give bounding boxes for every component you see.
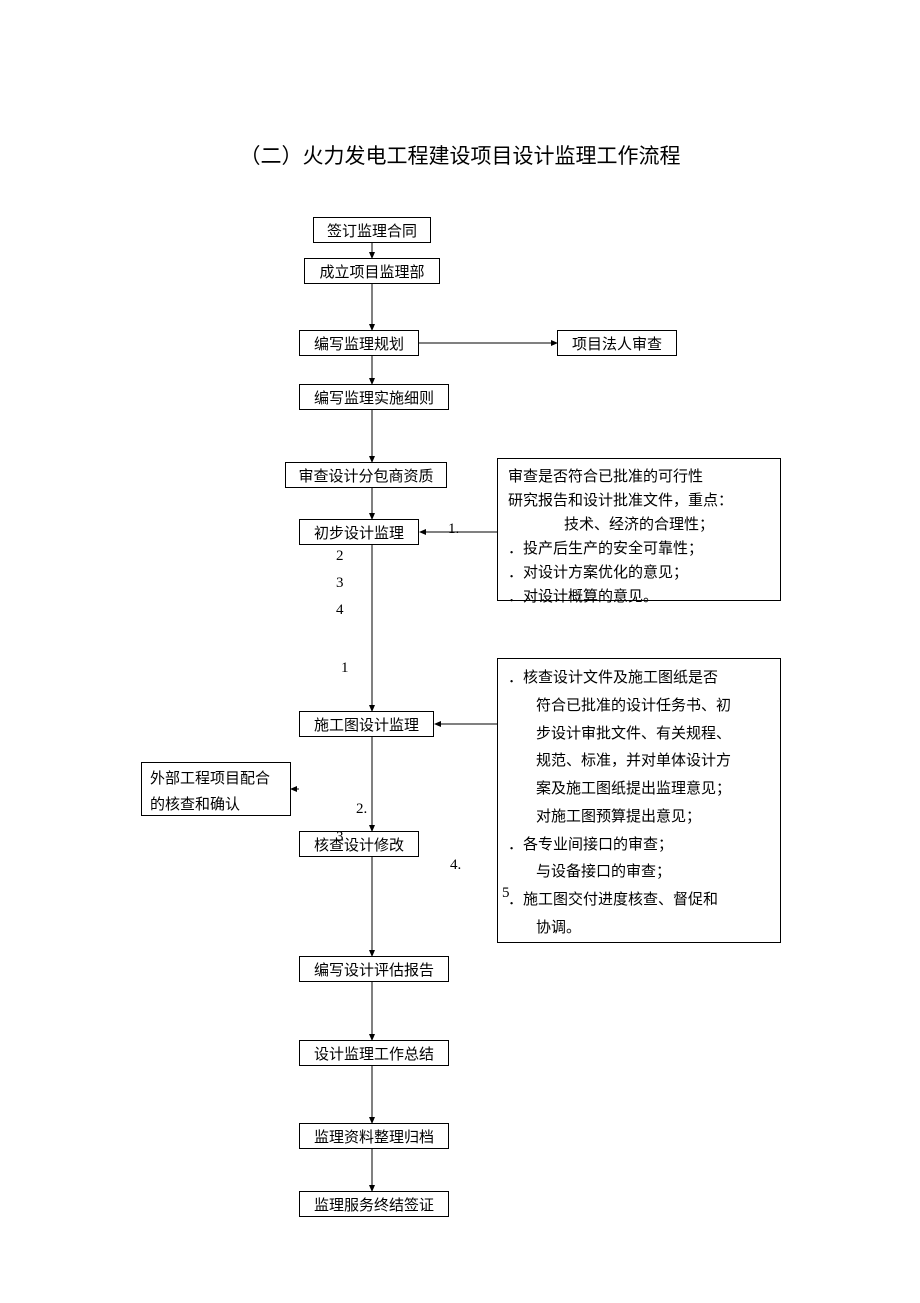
annotation-box-1: 审查是否符合已批准的可行性研究报告和设计批准文件，重点：技术、经济的合理性；．投…	[497, 458, 781, 601]
node-archive: 监理资料整理归档	[299, 1123, 449, 1149]
node-sign-contract: 签订监理合同	[313, 217, 431, 243]
annotation-box-2: ．核查设计文件及施工图纸是否符合已批准的设计任务书、初步设计审批文件、有关规程、…	[497, 658, 781, 943]
node-label: 编写设计评估报告	[314, 959, 434, 980]
annotation-line: ．核查设计文件及施工图纸是否	[508, 665, 770, 693]
annotation-line: 对施工图预算提出意见；	[508, 804, 770, 832]
node-legal-review: 项目法人审查	[557, 330, 677, 356]
number-label: 1	[341, 660, 349, 677]
node-write-rules: 编写监理实施细则	[299, 384, 449, 410]
node-label: 编写监理实施细则	[314, 387, 434, 408]
node-label: 项目法人审查	[572, 333, 662, 354]
annotation-line: ．对设计方案优化的意见；	[508, 561, 770, 585]
annotation-line: ．对设计概算的意见。	[508, 585, 770, 609]
node-construction-design: 施工图设计监理	[299, 711, 434, 737]
node-work-summary: 设计监理工作总结	[299, 1040, 449, 1066]
number-label: 3	[336, 829, 344, 846]
page-title: （二）火力发电工程建设项目设计监理工作流程	[0, 140, 920, 170]
annotation-box-3: 外部工程项目配合的核查和确认	[141, 762, 291, 816]
node-write-plan: 编写监理规划	[299, 330, 419, 356]
node-label: 审查设计分包商资质	[298, 465, 433, 486]
node-label: 核查设计修改	[314, 834, 404, 855]
annotation-line: 步设计审批文件、有关规程、	[508, 721, 770, 749]
node-label: 初步设计监理	[314, 522, 404, 543]
number-label: 3	[336, 575, 344, 592]
node-termination-cert: 监理服务终结签证	[299, 1191, 449, 1217]
node-verify-revision: 核查设计修改	[299, 831, 419, 857]
annotation-line: 的核查和确认	[150, 793, 282, 819]
number-label: 2	[336, 548, 344, 565]
annotation-line: 协调。	[508, 915, 770, 943]
node-label: 监理服务终结签证	[314, 1194, 434, 1215]
annotation-line: 外部工程项目配合	[150, 767, 282, 793]
node-evaluation-report: 编写设计评估报告	[299, 956, 449, 982]
number-label: 1.	[448, 521, 459, 538]
number-label: 2.	[356, 801, 367, 818]
number-label: 4.	[450, 857, 461, 874]
annotation-line: 案及施工图纸提出监理意见；	[508, 776, 770, 804]
annotation-line: ．各专业间接口的审查；	[508, 832, 770, 860]
node-label: 施工图设计监理	[314, 714, 419, 735]
annotation-line: 技术、经济的合理性；	[508, 513, 770, 537]
node-review-subcontractor: 审查设计分包商资质	[285, 462, 447, 488]
node-establish-dept: 成立项目监理部	[304, 258, 440, 284]
annotation-line: ．施工图交付进度核查、督促和	[508, 887, 770, 915]
node-label: 成立项目监理部	[319, 261, 424, 282]
annotation-line: 规范、标准，并对单体设计方	[508, 748, 770, 776]
connectors-layer	[0, 0, 920, 1303]
annotation-line: 与设备接口的审查；	[508, 859, 770, 887]
node-label: 编写监理规划	[314, 333, 404, 354]
annotation-line: 符合已批准的设计任务书、初	[508, 693, 770, 721]
node-label: 设计监理工作总结	[314, 1043, 434, 1064]
annotation-line: ．投产后生产的安全可靠性；	[508, 537, 770, 561]
number-label: 4	[336, 602, 344, 619]
annotation-line: 研究报告和设计批准文件，重点：	[508, 489, 770, 513]
node-preliminary-design: 初步设计监理	[299, 519, 419, 545]
number-label: 5	[502, 885, 510, 902]
node-label: 监理资料整理归档	[314, 1126, 434, 1147]
annotation-line: 审查是否符合已批准的可行性	[508, 465, 770, 489]
node-label: 签订监理合同	[327, 220, 417, 241]
